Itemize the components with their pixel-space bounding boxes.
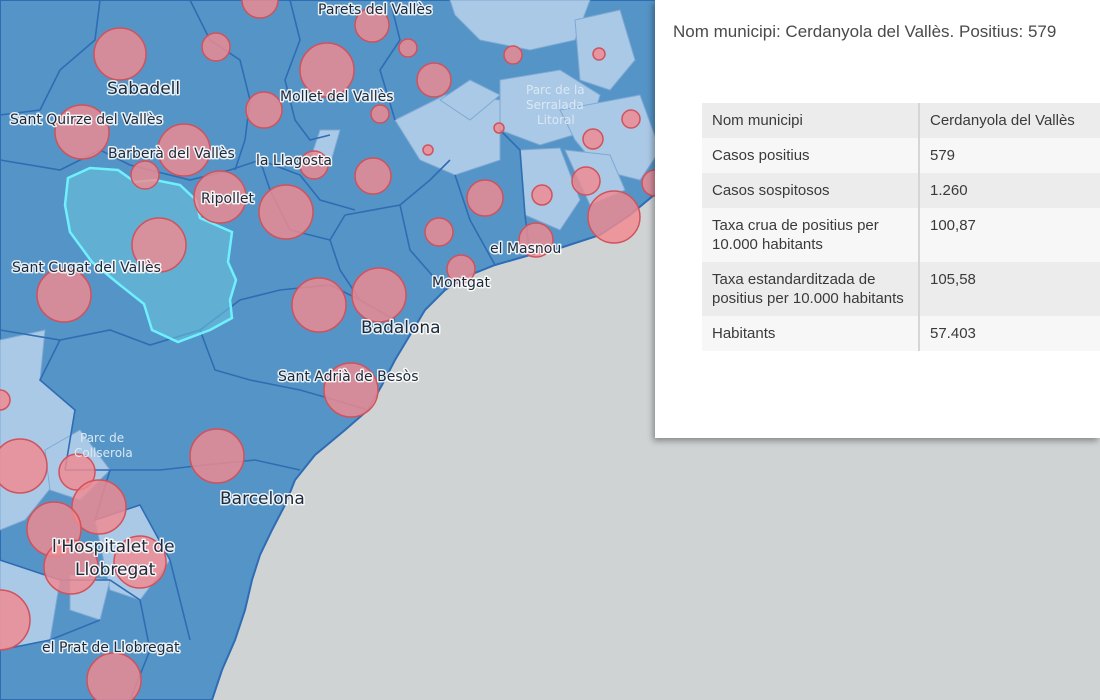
attribute-value: Cerdanyola del Vallès [919, 103, 1100, 138]
case-bubble [157, 123, 211, 177]
case-bubble [571, 166, 601, 196]
case-bubble [0, 438, 48, 494]
label-masnou: el Masnou [490, 241, 561, 257]
case-bubble [299, 150, 329, 180]
case-bubble [131, 217, 187, 273]
case-bubble [54, 104, 110, 160]
attribute-value: 1.260 [919, 173, 1100, 208]
label-hospitalet-line2: Llobregat [75, 560, 156, 580]
case-bubble [130, 160, 160, 190]
label-badalona: Badalona [361, 318, 441, 338]
label-park-collserola-line1: Parc de [80, 431, 124, 445]
case-bubble [258, 184, 314, 240]
attribute-key: Casos sospitosos [702, 173, 920, 208]
label-parets: Parets del Vallès [318, 2, 432, 18]
case-bubble [592, 47, 606, 61]
attribute-key: Taxa crua de positius per 10.000 habitan… [702, 208, 920, 262]
case-bubble [299, 42, 355, 98]
case-bubble [58, 453, 96, 491]
label-sant-cugat: Sant Cugat del Vallès [12, 260, 161, 276]
label-montgat: Montgat [432, 275, 490, 291]
case-bubble [398, 38, 418, 58]
table-row: Nom municipi Cerdanyola del Vallès [702, 103, 1100, 138]
case-bubble [43, 539, 99, 595]
label-sant-quirze: Sant Quirze del Vallès [10, 112, 163, 128]
label-sant-adria: Sant Adrià de Besòs [278, 369, 419, 385]
case-bubble [354, 7, 390, 43]
case-bubble [493, 122, 505, 134]
attribute-value: 105,58 [919, 262, 1100, 316]
case-bubble [323, 362, 379, 418]
table-row: Taxa estandarditzada de positius per 10.… [702, 262, 1100, 316]
case-bubble [93, 27, 147, 81]
case-bubble [351, 267, 407, 323]
case-bubble [71, 479, 127, 535]
case-bubble [241, 0, 279, 19]
feature-popup[interactable]: Nom municipi: Cerdanyola del Vallès. Pos… [655, 0, 1100, 438]
popup-title: Nom municipi: Cerdanyola del Vallès. Pos… [673, 22, 1057, 41]
case-bubble [86, 652, 142, 700]
case-bubble [201, 32, 231, 62]
case-bubble [424, 217, 454, 247]
attribute-table: Nom municipi Cerdanyola del Vallès Casos… [702, 103, 1100, 351]
case-bubble [291, 277, 347, 333]
table-row: Casos positius 579 [702, 138, 1100, 173]
case-bubble [189, 428, 245, 484]
label-ripollet: Ripollet [201, 191, 254, 207]
attribute-key: Casos positius [702, 138, 920, 173]
case-bubble [193, 170, 247, 224]
attribute-value: 57.403 [919, 316, 1100, 351]
label-sabadell: Sabadell [107, 79, 180, 99]
label-hospitalet-line1: l'Hospitalet de [52, 537, 175, 557]
label-park-serralada-line1: Parc de la [526, 83, 585, 97]
case-bubble [0, 589, 31, 651]
case-bubble [416, 62, 452, 98]
case-bubble [587, 190, 641, 244]
table-row: Habitants 57.403 [702, 316, 1100, 351]
map-labels: Sabadell Parets del Vallès Sant Quirze d… [9, 1, 585, 658]
case-bubble [422, 144, 434, 156]
case-bubble [113, 535, 167, 589]
case-bubble [370, 104, 390, 124]
label-park-serralada-line3: Litoral [537, 113, 575, 127]
case-bubble [466, 179, 504, 217]
label-park-collserola-line2: Collserola [74, 446, 133, 460]
label-barcelona: Barcelona [220, 489, 305, 509]
attribute-key: Nom municipi [702, 103, 920, 138]
label-barbera: Barberà del Vallès [108, 146, 235, 162]
case-bubble [518, 222, 554, 258]
case-bubble [446, 254, 476, 284]
label-prat: el Prat de Llobregat [42, 640, 180, 656]
case-bubble [503, 45, 523, 65]
case-bubble [0, 389, 11, 411]
table-row: Casos sospitosos 1.260 [702, 173, 1100, 208]
label-park-serralada-line2: Serralada [526, 98, 584, 112]
attribute-key: Habitants [702, 316, 920, 351]
case-bubble [245, 91, 283, 129]
case-bubble [531, 184, 553, 206]
case-bubble [36, 267, 92, 323]
case-bubble [582, 128, 604, 150]
label-mollet: Mollet del Vallès [280, 89, 394, 105]
attribute-value: 100,87 [919, 208, 1100, 262]
case-bubble [354, 157, 392, 195]
attribute-key: Taxa estandarditzada de positius per 10.… [702, 262, 920, 316]
table-row: Taxa crua de positius per 10.000 habitan… [702, 208, 1100, 262]
attribute-value: 579 [919, 138, 1100, 173]
label-llagosta: la Llagosta [256, 153, 332, 169]
case-bubble [621, 109, 641, 129]
